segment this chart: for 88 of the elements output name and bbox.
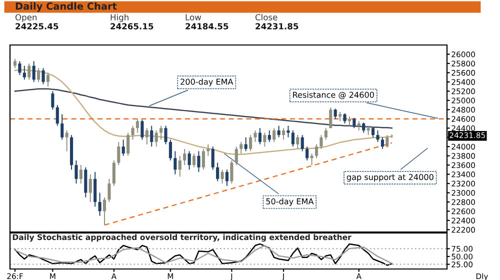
candlestick	[22, 65, 26, 80]
candlestick	[88, 174, 92, 202]
candlestick	[234, 146, 238, 166]
candlestick	[324, 128, 328, 140]
candlestick	[300, 134, 304, 152]
candlestick	[117, 141, 120, 166]
candlestick	[254, 130, 257, 142]
candlestick	[108, 178, 111, 202]
candlestick	[32, 60, 36, 82]
candlestick	[334, 108, 337, 120]
candlestick	[18, 60, 22, 76]
candlestick	[329, 106, 332, 129]
candlestick	[291, 130, 294, 148]
candlestick	[296, 134, 300, 150]
text: 24265.15	[110, 23, 154, 30]
candlestick	[65, 130, 68, 152]
text: 50-day EMA	[266, 198, 314, 206]
candlestick	[240, 141, 243, 154]
candlestick	[122, 139, 125, 156]
candlestick	[277, 125, 280, 138]
candlestick	[154, 130, 158, 148]
candlestick	[268, 130, 271, 142]
candlestick	[362, 122, 366, 134]
candlestick	[160, 125, 163, 140]
candlestick	[42, 68, 45, 85]
candlestick	[343, 112, 346, 124]
candlestick	[216, 162, 220, 182]
candlestick	[178, 155, 182, 178]
text: 200-day EMA	[180, 78, 234, 86]
candlestick	[136, 118, 140, 134]
candlestick	[168, 139, 172, 161]
candlestick	[230, 160, 234, 184]
candlestick	[263, 132, 266, 148]
text: 24184.55	[186, 23, 228, 30]
text: Open	[15, 14, 37, 22]
candlestick	[102, 196, 106, 226]
candlestick	[183, 148, 186, 166]
candlestick	[94, 171, 97, 208]
candlestick	[225, 169, 229, 186]
candlestick	[244, 136, 248, 152]
candlestick	[380, 136, 384, 150]
candlestick	[372, 126, 375, 138]
candlestick	[174, 150, 177, 175]
candlestick	[74, 160, 78, 184]
candlestick	[220, 169, 224, 184]
candlestick	[150, 125, 154, 148]
candlestick	[164, 125, 168, 145]
candlestick	[306, 146, 309, 161]
candlestick	[60, 114, 64, 140]
candlestick	[314, 144, 318, 159]
candlestick	[13, 58, 17, 69]
candlestick	[357, 120, 360, 131]
candlestick	[140, 119, 144, 140]
candlestick	[79, 164, 82, 184]
candlestick	[386, 134, 389, 148]
candlestick	[320, 134, 323, 150]
candlestick	[249, 134, 252, 152]
candlestick	[37, 68, 40, 82]
candlestick	[352, 117, 356, 129]
candlestick	[84, 166, 88, 198]
text: 24225.45	[16, 23, 58, 30]
ref-line-label: Resistance @ 24600	[293, 92, 374, 100]
text: Close	[255, 14, 278, 20]
candlestick	[131, 125, 134, 140]
annotation: gap support at 24000	[346, 174, 434, 182]
candlestick	[28, 62, 31, 80]
candlestick	[51, 90, 54, 110]
candlestick	[366, 125, 370, 136]
candlestick	[192, 153, 196, 168]
candlestick	[202, 148, 205, 170]
candlestick	[112, 160, 116, 186]
candlestick	[286, 125, 290, 138]
text: Low	[186, 14, 202, 20]
candlestick	[126, 132, 130, 156]
candlestick	[56, 104, 59, 126]
candlestick	[145, 128, 148, 145]
candlestick	[211, 146, 214, 170]
text: 24231.85	[256, 23, 298, 30]
candlestick	[98, 192, 102, 216]
candlestick	[272, 128, 276, 142]
candlestick	[282, 128, 286, 140]
candlestick	[258, 128, 262, 145]
chart-title: Daily Candle Chart	[16, 2, 117, 12]
candlestick	[46, 72, 50, 88]
text: High	[110, 14, 128, 22]
candlestick	[197, 150, 200, 172]
candlestick	[376, 130, 380, 142]
candlestick	[188, 150, 191, 170]
